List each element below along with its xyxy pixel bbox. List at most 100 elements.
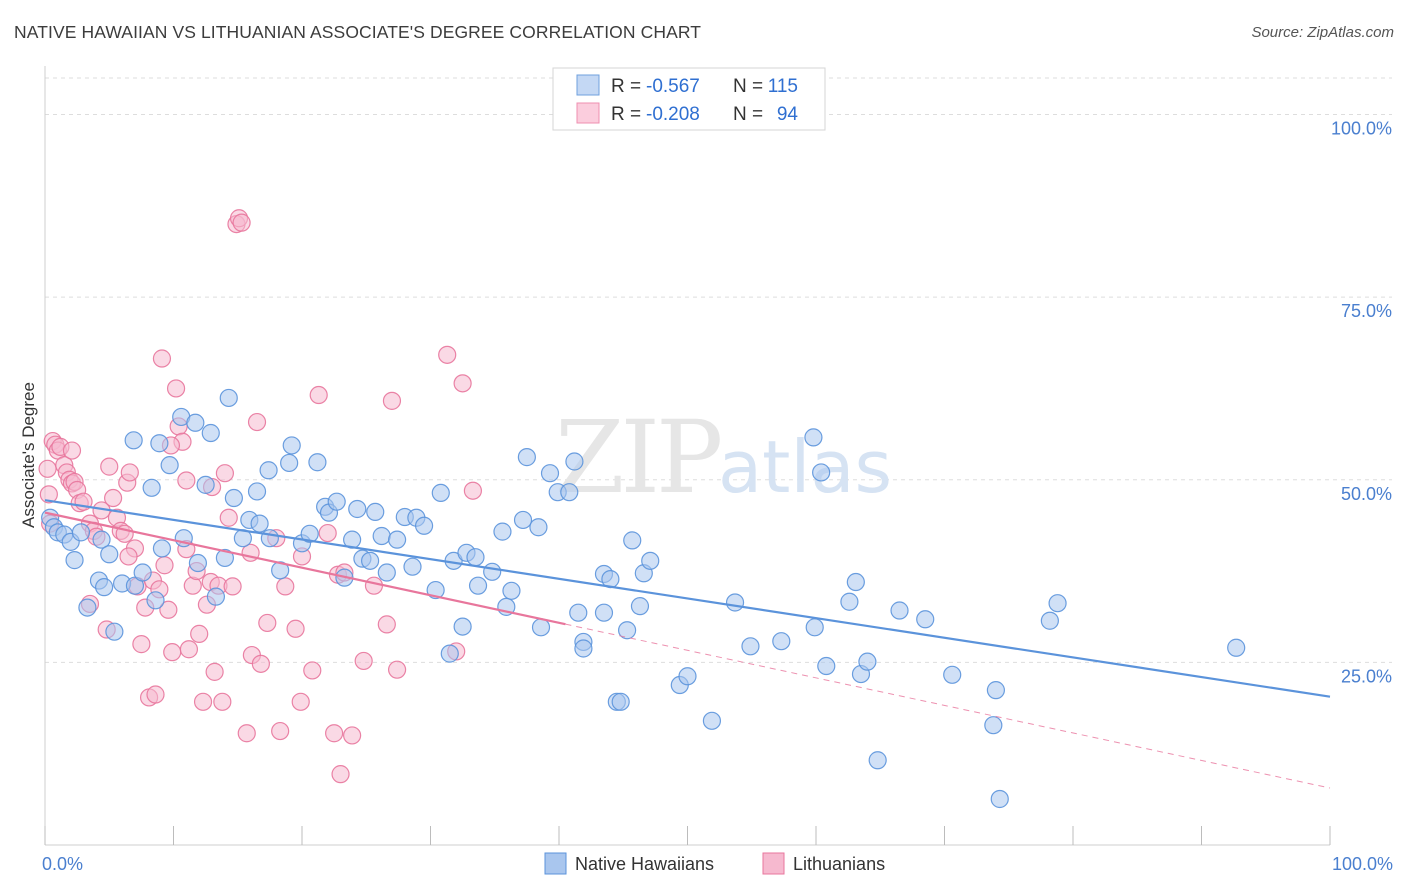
data-point — [166, 379, 186, 398]
legend-r-label: R = — [611, 104, 641, 125]
data-point — [78, 598, 97, 617]
data-point — [868, 751, 887, 770]
data-point — [805, 618, 824, 637]
data-point — [133, 563, 152, 582]
data-point — [201, 423, 220, 443]
data-point — [271, 721, 290, 741]
data-point — [623, 531, 642, 550]
data-point — [286, 619, 305, 638]
data-point — [440, 644, 459, 663]
data-point — [150, 434, 169, 453]
legend-label: Native Hawaiians — [575, 854, 714, 874]
data-point — [943, 665, 962, 684]
legend-r-label: R = — [611, 76, 641, 97]
legend-item-lithuanians[interactable]: Lithuanians — [762, 852, 885, 875]
data-point — [100, 545, 119, 564]
data-point — [179, 640, 199, 659]
data-point — [463, 481, 483, 500]
data-point — [104, 488, 123, 508]
grid: 25.0% 50.0% 75.0% 100.0% — [45, 77, 1392, 686]
data-point — [188, 553, 208, 573]
data-point — [1040, 611, 1059, 630]
data-point — [366, 502, 385, 522]
source-label: Source: ZipAtlas.com — [1251, 24, 1394, 41]
data-point — [71, 523, 91, 542]
data-point — [483, 562, 502, 581]
axes: 0.0% 100.0% Associate's Degree — [19, 66, 1393, 874]
watermark-zip: ZIP — [555, 399, 720, 516]
data-point — [426, 580, 445, 600]
data-point — [431, 483, 450, 503]
data-point — [206, 587, 226, 606]
y-tick-label: 75.0% — [1341, 301, 1392, 321]
data-point — [152, 539, 172, 558]
data-point — [403, 557, 422, 576]
data-point — [303, 661, 322, 680]
data-point — [387, 660, 407, 679]
y-tick-label: 100.0% — [1331, 119, 1392, 139]
data-point — [247, 482, 267, 501]
data-point — [817, 656, 836, 676]
data-point — [152, 349, 172, 368]
data-point — [219, 388, 238, 408]
data-point — [377, 615, 396, 634]
data-point — [215, 548, 234, 568]
data-point — [438, 345, 457, 364]
data-point — [250, 514, 269, 533]
data-point — [205, 662, 224, 681]
data-point — [318, 523, 337, 543]
data-point — [502, 581, 521, 600]
data-point — [529, 518, 548, 537]
data-point — [986, 681, 1006, 700]
series-legend[interactable]: Native Hawaiians Lithuanians — [544, 852, 885, 875]
data-point — [468, 576, 488, 595]
data-point — [308, 453, 327, 472]
data-point — [215, 464, 234, 483]
legend-swatch — [576, 74, 600, 96]
data-point — [354, 651, 373, 671]
data-point — [247, 412, 267, 432]
legend-item-native-hawaiians[interactable]: Native Hawaiians — [544, 852, 714, 875]
data-point — [223, 577, 242, 596]
data-point — [120, 463, 139, 482]
chart-title: NATIVE HAWAIIAN VS LITHUANIAN ASSOCIATE'… — [14, 22, 702, 42]
data-point — [237, 724, 256, 743]
data-point — [163, 643, 182, 662]
trend-line — [44, 511, 566, 626]
legend-n-value: 115 — [768, 76, 798, 97]
data-point — [100, 457, 119, 476]
data-point — [618, 621, 637, 640]
legend-swatch — [544, 852, 567, 875]
data-point — [1048, 594, 1067, 613]
y-tick-label: 25.0% — [1341, 666, 1392, 686]
data-point — [331, 765, 350, 784]
data-point — [213, 692, 232, 711]
data-point — [493, 522, 512, 541]
data-point — [725, 593, 745, 612]
data-point — [741, 637, 760, 656]
data-point — [531, 618, 551, 637]
data-point — [678, 667, 697, 686]
data-point — [160, 456, 179, 475]
data-point — [119, 547, 138, 566]
data-point — [372, 526, 391, 546]
data-point — [92, 530, 111, 549]
data-point — [327, 492, 346, 511]
data-point — [540, 464, 560, 483]
data-point — [38, 459, 57, 478]
x-tick-label-max: 100.0% — [1332, 854, 1393, 874]
data-point — [772, 632, 791, 651]
x-tick-label-min: 0.0% — [42, 854, 83, 874]
data-point — [702, 711, 722, 730]
y-axis-title: Associate's Degree — [19, 382, 38, 528]
points — [38, 209, 1246, 809]
data-point — [382, 391, 402, 410]
data-point — [282, 436, 301, 455]
data-point — [348, 499, 367, 519]
data-point — [309, 385, 328, 405]
data-point — [146, 685, 165, 704]
data-point — [159, 600, 178, 619]
data-point — [276, 577, 295, 596]
